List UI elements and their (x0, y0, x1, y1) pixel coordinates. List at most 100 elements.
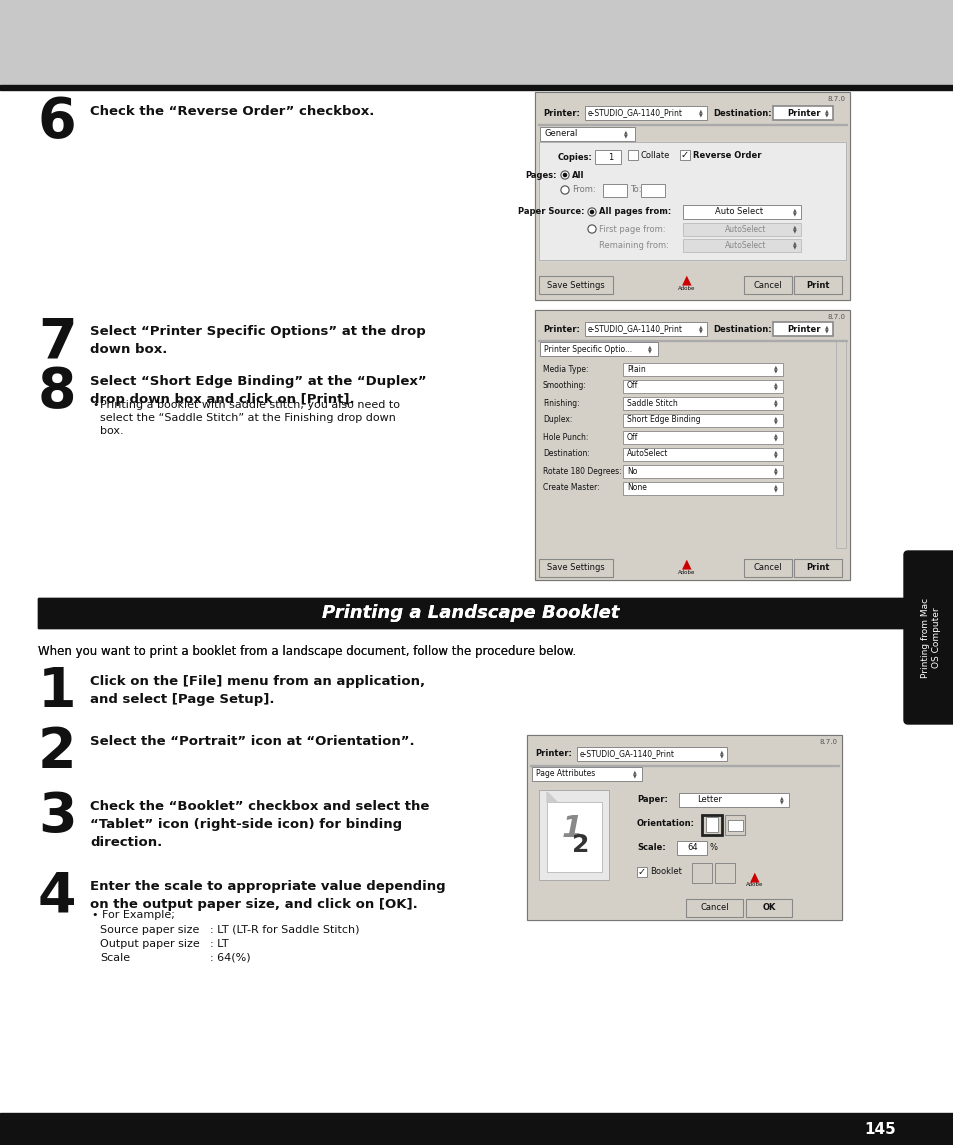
Text: Printer:: Printer: (542, 109, 579, 118)
Bar (577, 747, 726, 761)
Text: 4: 4 (38, 870, 76, 924)
Text: AutoSelect: AutoSelect (724, 224, 765, 234)
Text: Scale:: Scale: (637, 844, 665, 853)
Bar (584, 322, 706, 335)
Text: Auto Select: Auto Select (714, 207, 762, 216)
Text: ▲
▼: ▲ ▼ (773, 398, 777, 408)
Bar (622, 448, 782, 461)
Bar (622, 431, 782, 444)
Text: Orientation:: Orientation: (637, 819, 695, 828)
Text: Printer:: Printer: (542, 324, 579, 333)
Text: ▲
▼: ▲ ▼ (773, 433, 777, 442)
Bar (835, 340, 845, 548)
Text: ▲
▼: ▲ ▼ (824, 109, 828, 118)
Text: Letter: Letter (697, 796, 721, 805)
Text: ▲
▼: ▲ ▼ (623, 129, 627, 139)
Text: : LT: : LT (210, 939, 229, 949)
Text: : 64(%): : 64(%) (210, 953, 251, 963)
Bar (622, 414, 782, 427)
Text: Destination:: Destination: (712, 109, 771, 118)
Text: AutoSelect: AutoSelect (626, 450, 668, 458)
Text: Rotate 180 Degrees:: Rotate 180 Degrees: (542, 466, 621, 475)
Text: Printing from Mac
OS Computer: Printing from Mac OS Computer (920, 598, 941, 678)
Text: Hole Punch:: Hole Punch: (542, 433, 588, 442)
Text: Printing a Landscape Booklet: Printing a Landscape Booklet (321, 605, 618, 622)
Bar (538, 142, 845, 260)
Text: 8: 8 (38, 365, 76, 419)
Bar (535, 92, 849, 300)
Text: ▲
▼: ▲ ▼ (792, 224, 796, 234)
Bar (724, 815, 744, 835)
Bar (584, 106, 706, 120)
Bar (622, 465, 782, 477)
Bar (535, 92, 849, 300)
Bar (622, 397, 782, 410)
Text: Copies:: Copies: (558, 152, 593, 161)
Circle shape (561, 172, 567, 177)
Text: Paper Source:: Paper Source: (518, 207, 584, 216)
Bar (526, 735, 841, 919)
Text: Short Edge Binding: Short Edge Binding (626, 416, 700, 425)
Circle shape (560, 185, 568, 194)
Text: 8.7.0: 8.7.0 (820, 739, 837, 745)
Bar (677, 840, 706, 855)
Text: ▲
▼: ▲ ▼ (773, 483, 777, 492)
Text: 7: 7 (38, 315, 76, 369)
Bar (38, 598, 902, 627)
Bar (682, 239, 801, 252)
Text: •: • (91, 400, 98, 410)
Bar (627, 150, 638, 160)
Bar (640, 184, 664, 197)
Text: ▲
▼: ▲ ▼ (773, 364, 777, 373)
Circle shape (563, 173, 566, 176)
Text: From:: From: (572, 185, 595, 195)
Text: Select the “Portrait” icon at “Orientation”.: Select the “Portrait” icon at “Orientati… (90, 735, 415, 748)
Text: Enter the scale to appropriate value depending
on the output paper size, and cli: Enter the scale to appropriate value dep… (90, 881, 445, 911)
Text: Reverse Order: Reverse Order (692, 150, 760, 159)
Text: ▲
▼: ▲ ▼ (792, 240, 796, 250)
Text: 1: 1 (561, 814, 582, 843)
FancyBboxPatch shape (745, 899, 791, 917)
Text: Off: Off (626, 381, 638, 390)
Text: e-STUDIO_GA-1140_Print: e-STUDIO_GA-1140_Print (579, 750, 675, 758)
FancyBboxPatch shape (538, 276, 613, 294)
Text: Off: Off (626, 433, 638, 442)
Bar (622, 482, 782, 495)
Bar (538, 790, 608, 881)
Text: 2: 2 (38, 725, 76, 779)
FancyBboxPatch shape (743, 559, 791, 577)
Text: Pages:: Pages: (525, 171, 557, 180)
Text: Save Settings: Save Settings (547, 563, 604, 572)
Text: Media Type:: Media Type: (542, 364, 588, 373)
Text: Output paper size: Output paper size (100, 939, 199, 949)
Text: • For Example;: • For Example; (91, 910, 174, 919)
Text: Printer: Printer (786, 109, 820, 118)
Text: ▲
▼: ▲ ▼ (720, 749, 723, 759)
Polygon shape (546, 792, 557, 801)
Text: Finishing:: Finishing: (542, 398, 579, 408)
Text: ▲
▼: ▲ ▼ (699, 324, 702, 333)
Bar (539, 127, 635, 141)
Text: 64: 64 (686, 844, 697, 853)
Text: ▲: ▲ (681, 274, 691, 286)
Bar (0, 0, 953, 85)
Text: First page from:: First page from: (598, 224, 665, 234)
Text: ✓: ✓ (638, 867, 645, 877)
Text: Adobe: Adobe (678, 285, 695, 291)
Text: Paper:: Paper: (637, 796, 667, 805)
Text: General: General (544, 129, 578, 139)
Circle shape (590, 211, 593, 214)
Text: Adobe: Adobe (745, 883, 763, 887)
Bar (772, 106, 832, 120)
Text: OK: OK (761, 903, 775, 913)
Bar (682, 205, 801, 219)
Bar (38, 598, 902, 627)
Bar (835, 340, 845, 548)
Text: All pages from:: All pages from: (598, 207, 671, 216)
Bar (701, 815, 721, 835)
Text: Printing a Landscape Booklet: Printing a Landscape Booklet (321, 605, 618, 622)
Text: 8.7.0: 8.7.0 (827, 96, 845, 102)
Text: ▲
▼: ▲ ▼ (773, 466, 777, 475)
Text: ✓: ✓ (680, 150, 688, 160)
Text: Source paper size: Source paper size (100, 925, 199, 935)
